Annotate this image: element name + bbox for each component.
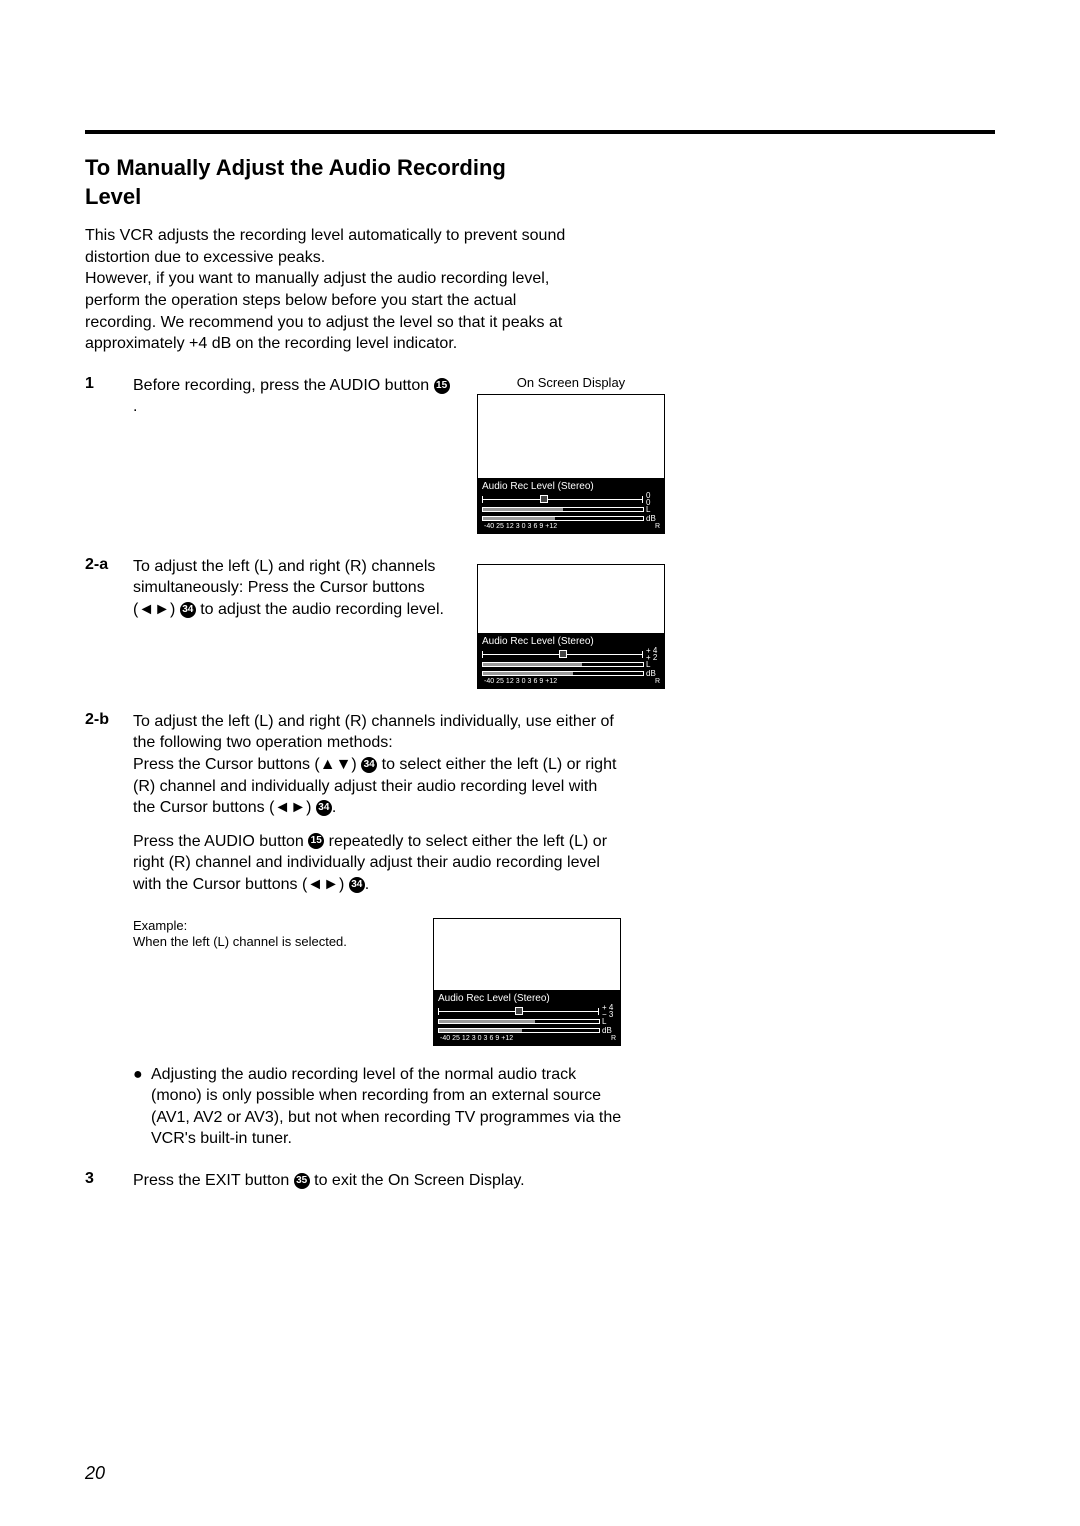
s2b-p2c: .: [365, 876, 369, 893]
osd-screen-1: Audio Rec Level (Stereo) 0 0 L dB -40251…: [477, 394, 665, 534]
osd-col-3: Audio Rec Level (Stereo) + 4 − 3 L dB -4…: [433, 918, 621, 1046]
step-3-text: Press the EXIT button 35 to exit the On …: [133, 1170, 623, 1192]
ref-35-icon: 35: [294, 1173, 310, 1189]
bullet-text: Adjusting the audio recording level of t…: [151, 1064, 623, 1150]
example-desc: When the left (L) channel is selected.: [133, 934, 433, 951]
ref-34b-icon: 34: [316, 800, 332, 816]
step-3-row: 3 Press the EXIT button 35 to exit the O…: [85, 1170, 995, 1192]
step-1-num: 1: [85, 375, 133, 393]
osd-dB: dB: [646, 515, 660, 522]
osd-title-2: Audio Rec Level (Stereo): [482, 636, 660, 647]
osd-screen-3: Audio Rec Level (Stereo) + 4 − 3 L dB -4…: [433, 918, 621, 1046]
ref-34a-icon: 34: [361, 757, 377, 773]
ref-34c-icon: 34: [349, 877, 365, 893]
step-2a-row: 2-a To adjust the left (L) and right (R)…: [85, 556, 995, 689]
step-2a-num: 2-a: [85, 556, 133, 574]
example-row: Example: When the left (L) channel is se…: [133, 918, 995, 1046]
intro-text: This VCR adjusts the recording level aut…: [85, 225, 585, 355]
step-1-text: Before recording, press the AUDIO button…: [133, 375, 453, 418]
osd-caption: On Screen Display: [477, 375, 665, 390]
osd-inner-1: Audio Rec Level (Stereo) 0 0 L dB -40251…: [478, 478, 664, 533]
top-rule: [85, 130, 995, 134]
bullet-note: ● Adjusting the audio recording level of…: [133, 1064, 623, 1150]
ref-15-icon: 15: [434, 378, 450, 394]
example-label: Example:: [133, 918, 433, 935]
s2b-p2a: Press the AUDIO button: [133, 833, 308, 850]
s2b-p1c: .: [332, 799, 336, 816]
step-1-a: Before recording, press the AUDIO button: [133, 377, 434, 394]
osd-scale-3: -40251230369+12R: [438, 1035, 616, 1042]
step-2b-row: 2-b To adjust the left (L) and right (R)…: [85, 711, 995, 896]
osd-col-2: Audio Rec Level (Stereo) + 4 + 2 L dB -4…: [477, 564, 665, 689]
ref-34-icon: 34: [180, 602, 196, 618]
osd-col-1: On Screen Display Audio Rec Level (Stere…: [477, 375, 665, 534]
step-3-num: 3: [85, 1170, 133, 1188]
step-2b-num: 2-b: [85, 711, 133, 729]
step-1-b: .: [133, 398, 137, 415]
osd-title-1: Audio Rec Level (Stereo): [482, 481, 660, 492]
step-3-a: Press the EXIT button: [133, 1172, 294, 1189]
osd-L: L: [646, 506, 660, 513]
osd-title-3: Audio Rec Level (Stereo): [438, 993, 616, 1004]
step-2b-text: To adjust the left (L) and right (R) cha…: [133, 711, 623, 896]
step-1-row: 1 Before recording, press the AUDIO butt…: [85, 375, 995, 534]
step-2a-text: To adjust the left (L) and right (R) cha…: [133, 556, 453, 621]
bullet-dot: ●: [133, 1064, 151, 1150]
page-number: 20: [85, 1463, 105, 1484]
step-2a-b: to adjust the audio recording level.: [196, 601, 444, 618]
osd-scale-2: -40251230369+12R: [482, 678, 660, 685]
osd-screen-2: Audio Rec Level (Stereo) + 4 + 2 L dB -4…: [477, 564, 665, 689]
ref-15b-icon: 15: [308, 833, 324, 849]
osd-scale-1: -40251230369+12R: [482, 523, 660, 530]
example-text: Example: When the left (L) channel is se…: [133, 918, 433, 1046]
osd-inner-3: Audio Rec Level (Stereo) + 4 − 3 L dB -4…: [434, 990, 620, 1045]
osd-inner-2: Audio Rec Level (Stereo) + 4 + 2 L dB -4…: [478, 633, 664, 688]
step-3-b: to exit the On Screen Display.: [310, 1172, 525, 1189]
page-title: To Manually Adjust the Audio Recording L…: [85, 154, 565, 211]
